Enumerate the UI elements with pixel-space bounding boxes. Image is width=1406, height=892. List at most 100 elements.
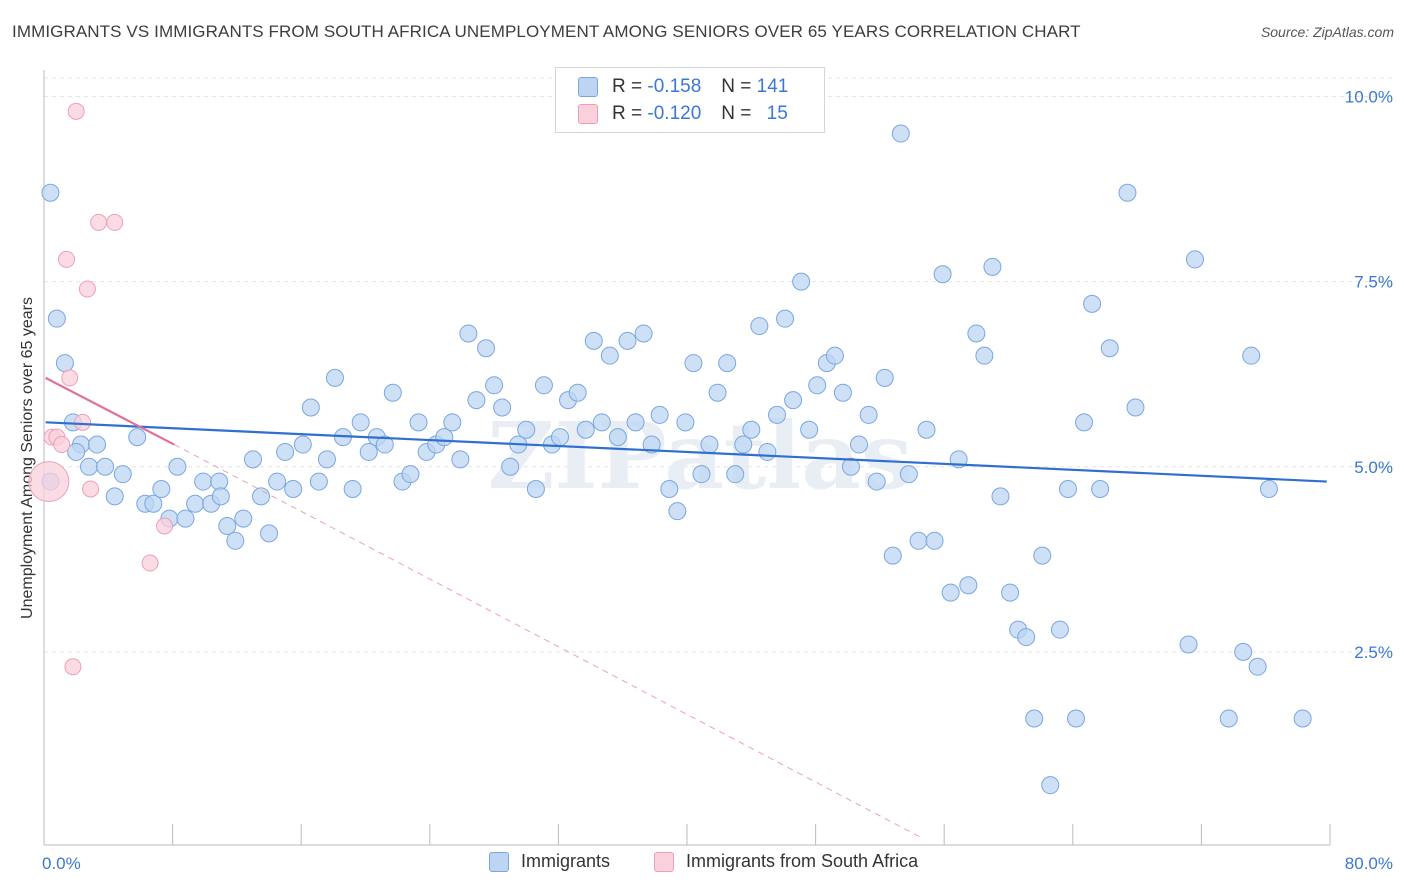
immigrants-point xyxy=(959,576,978,595)
immigrants-point xyxy=(758,442,777,461)
south-africa-point xyxy=(58,250,76,268)
immigrants-point xyxy=(568,383,587,402)
immigrants-point xyxy=(359,442,378,461)
immigrants-point xyxy=(1234,642,1253,661)
x-tick-label: 80.0% xyxy=(1345,854,1393,873)
immigrants-point xyxy=(96,457,115,476)
immigrants-point xyxy=(684,354,703,373)
immigrants-point xyxy=(443,413,462,432)
immigrants-point xyxy=(925,531,944,550)
immigrants-point xyxy=(234,509,253,528)
watermark: ZIPatlas xyxy=(487,402,912,510)
immigrants-point xyxy=(941,583,960,602)
immigrants-point xyxy=(734,435,753,454)
source-label: Source: ZipAtlas.com xyxy=(1260,24,1394,40)
immigrants-point xyxy=(375,435,394,454)
immigrants-point xyxy=(1185,250,1204,269)
immigrants-point xyxy=(808,376,827,395)
immigrants-point xyxy=(1025,709,1044,728)
immigrants-point xyxy=(626,413,645,432)
immigrants-point xyxy=(218,516,237,535)
south-africa-point xyxy=(64,658,82,676)
immigrants-point xyxy=(642,435,661,454)
immigrants-point xyxy=(726,465,745,484)
immigrants-point xyxy=(211,487,230,506)
immigrants-point xyxy=(867,472,886,491)
y-tick-label: 7.5% xyxy=(1354,273,1393,292)
immigrants-point xyxy=(485,376,504,395)
r-label: R = xyxy=(612,103,643,124)
immigrants-point xyxy=(909,531,928,550)
immigrants-point xyxy=(243,450,262,469)
immigrants-point xyxy=(975,346,994,365)
immigrants-point xyxy=(983,257,1002,276)
legend-item-south-africa[interactable]: Immigrants from South Africa xyxy=(654,851,918,872)
immigrants-point xyxy=(917,420,936,439)
immigrants-point xyxy=(668,502,687,521)
immigrants-point xyxy=(1091,479,1110,498)
immigrants-point xyxy=(186,494,205,513)
stats-legend: R = -0.158 N = 141 R = -0.120 N = 15 xyxy=(555,67,825,133)
immigrants-point xyxy=(1058,479,1077,498)
series-legend: Immigrants Immigrants from South Africa xyxy=(0,851,1406,877)
immigrants-point xyxy=(276,442,295,461)
immigrants-point xyxy=(1219,709,1238,728)
immigrants-point xyxy=(608,428,627,447)
immigrants-point xyxy=(618,331,637,350)
south-africa-point xyxy=(53,436,71,454)
south-africa-point xyxy=(156,517,174,535)
south-africa-point xyxy=(74,413,92,431)
immigrants-points xyxy=(41,124,1312,795)
immigrants-point xyxy=(176,509,195,528)
south-africa-point xyxy=(141,554,159,572)
immigrants-trend-line xyxy=(45,421,1327,483)
immigrants-point xyxy=(67,442,86,461)
immigrants-point xyxy=(967,324,986,343)
immigrants-point xyxy=(152,479,171,498)
south-africa-point xyxy=(28,461,70,503)
immigrants-point xyxy=(708,383,727,402)
immigrants-point xyxy=(883,546,902,565)
immigrants-point xyxy=(105,487,124,506)
immigrants-point xyxy=(1126,398,1145,417)
immigrants-point xyxy=(891,124,910,143)
immigrants-point xyxy=(660,479,679,498)
immigrants-point xyxy=(676,413,695,432)
axes xyxy=(43,70,1331,846)
immigrants-point xyxy=(128,428,147,447)
immigrants-point xyxy=(409,413,428,432)
south-africa-point xyxy=(82,480,100,498)
immigrants-point xyxy=(252,487,271,506)
immigrants-point xyxy=(850,435,869,454)
stats-row-south-africa: R = -0.120 N = 15 xyxy=(578,102,788,126)
south-africa-points xyxy=(28,102,174,676)
immigrants-point xyxy=(1041,776,1060,795)
immigrants-point xyxy=(859,405,878,424)
grid-lines xyxy=(44,77,1392,653)
r-value: -0.158 xyxy=(647,76,702,97)
stats-row-immigrants: R = -0.158 N = 141 xyxy=(578,75,788,99)
immigrants-point xyxy=(493,398,512,417)
immigrants-point xyxy=(113,465,132,484)
immigrants-point xyxy=(1179,635,1198,654)
legend-item-immigrants[interactable]: Immigrants xyxy=(489,851,610,872)
immigrants-point xyxy=(600,346,619,365)
immigrants-point xyxy=(1100,339,1119,358)
immigrants-point xyxy=(517,420,536,439)
immigrants-point xyxy=(784,391,803,410)
immigrants-point xyxy=(1259,479,1278,498)
immigrants-point xyxy=(634,324,653,343)
x-tick-label: 0.0% xyxy=(42,854,81,873)
immigrants-point xyxy=(80,457,99,476)
south-africa-swatch xyxy=(578,104,598,124)
immigrants-point xyxy=(584,331,603,350)
south-africa-point xyxy=(106,213,124,231)
immigrants-point xyxy=(1242,346,1261,365)
immigrants-point xyxy=(825,346,844,365)
immigrants-point xyxy=(718,354,737,373)
immigrants-point xyxy=(301,398,320,417)
immigrants-point xyxy=(526,479,545,498)
immigrants-point xyxy=(768,405,787,424)
immigrants-point xyxy=(1118,183,1137,202)
immigrants-point xyxy=(467,391,486,410)
